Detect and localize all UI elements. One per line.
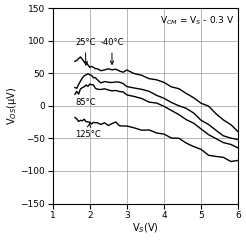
Text: -40°C: -40°C [100, 38, 124, 64]
X-axis label: V$_S$(V): V$_S$(V) [132, 222, 159, 235]
Text: V$_{CM}$ = V$_S$ - 0.3 V: V$_{CM}$ = V$_S$ - 0.3 V [160, 14, 234, 27]
Y-axis label: V$_{OS}$(μV): V$_{OS}$(μV) [5, 87, 19, 125]
Text: 85°C: 85°C [75, 97, 95, 107]
Text: 125°C: 125°C [75, 124, 101, 138]
Text: 25°C: 25°C [75, 38, 95, 65]
